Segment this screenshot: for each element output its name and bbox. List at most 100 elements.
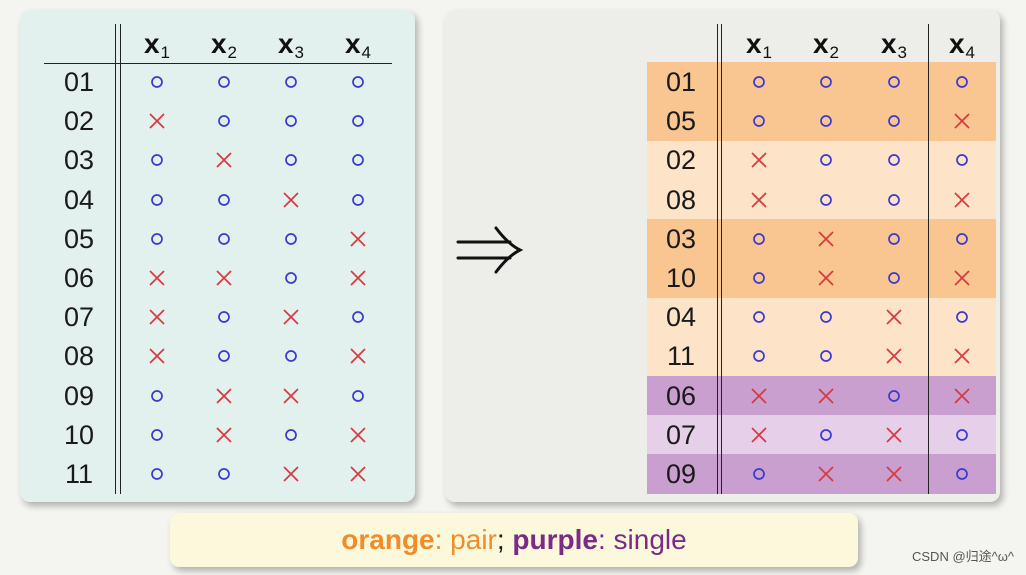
left-cell-10-x1-circle-icon — [145, 423, 169, 447]
right-cell-07-x4-circle-icon — [950, 423, 974, 447]
right-double-rule-a — [717, 24, 718, 494]
right-cell-03-x3-circle-icon — [882, 227, 906, 251]
right-row-04-label: 04 — [665, 302, 697, 333]
left-double-rule-b — [120, 24, 121, 494]
right-cell-01-x1-circle-icon — [747, 70, 771, 94]
left-row-09-label: 09 — [63, 380, 95, 411]
right-cell-04-x1-circle-icon — [747, 305, 771, 329]
right-cell-02-x2-circle-icon — [814, 148, 838, 172]
legend-pair-text: pair — [442, 524, 497, 555]
right-cell-10-x2-cross-icon — [814, 266, 838, 290]
left-cell-03-x4-circle-icon — [346, 148, 370, 172]
right-cell-08-x4-cross-icon — [950, 188, 974, 212]
left-cell-05-x1-circle-icon — [145, 227, 169, 251]
left-cell-02-x4-circle-icon — [346, 109, 370, 133]
right-cell-06-x2-cross-icon — [814, 384, 838, 408]
right-row-07-label: 07 — [665, 419, 697, 450]
left-row-10-label: 10 — [63, 419, 95, 450]
left-header-x4: x4 — [344, 28, 372, 62]
left-cell-04-x1-circle-icon — [145, 188, 169, 212]
left-cell-08-x2-circle-icon — [212, 344, 236, 368]
right-row-09-background — [647, 454, 996, 495]
right-cell-08-x3-circle-icon — [882, 188, 906, 212]
right-cell-01-x3-circle-icon — [882, 70, 906, 94]
right-cell-05-x2-circle-icon — [814, 109, 838, 133]
left-cell-07-x1-cross-icon — [145, 305, 169, 329]
left-cell-03-x1-circle-icon — [145, 148, 169, 172]
left-cell-06-x1-cross-icon — [145, 266, 169, 290]
left-cell-10-x3-circle-icon — [279, 423, 303, 447]
right-cell-01-x4-circle-icon — [950, 70, 974, 94]
left-cell-01-x4-circle-icon — [346, 70, 370, 94]
left-cell-07-x4-circle-icon — [346, 305, 370, 329]
right-cell-03-x4-circle-icon — [950, 227, 974, 251]
left-cell-10-x2-cross-icon — [212, 423, 236, 447]
legend-orange-word: orange — [341, 524, 435, 555]
left-cell-05-x2-circle-icon — [212, 227, 236, 251]
left-row-06-label: 06 — [63, 263, 95, 293]
legend-separator: ; — [496, 524, 505, 555]
right-cell-09-x4-circle-icon — [950, 462, 974, 486]
left-cell-07-x2-circle-icon — [212, 305, 236, 329]
left-cell-02-x3-circle-icon — [279, 109, 303, 133]
left-row-02-label: 02 — [63, 106, 95, 137]
right-cell-03-x2-cross-icon — [814, 227, 838, 251]
implies-arrow-icon — [452, 222, 524, 283]
right-row-03-label: 03 — [665, 223, 697, 254]
left-cell-02-x1-cross-icon — [145, 109, 169, 133]
left-cell-08-x1-cross-icon — [145, 344, 169, 368]
right-row-03-background — [647, 219, 996, 259]
right-header-x3: x3 — [880, 28, 908, 62]
left-cell-10-x4-cross-icon — [346, 423, 370, 447]
right-header-x1: x1 — [745, 28, 773, 62]
left-cell-09-x4-circle-icon — [346, 384, 370, 408]
right-cell-02-x3-circle-icon — [882, 148, 906, 172]
right-row-02-label: 02 — [665, 145, 697, 176]
right-cell-05-x1-circle-icon — [747, 109, 771, 133]
right-cell-09-x3-cross-icon — [882, 462, 906, 486]
left-cell-11-x4-cross-icon — [346, 462, 370, 486]
left-cell-11-x2-circle-icon — [212, 462, 236, 486]
left-row-11-label: 11 — [64, 459, 94, 489]
left-cell-01-x3-circle-icon — [279, 70, 303, 94]
left-table-panel — [20, 10, 415, 502]
left-cell-07-x3-cross-icon — [279, 305, 303, 329]
left-cell-04-x4-circle-icon — [346, 188, 370, 212]
right-row-06-label: 06 — [665, 380, 697, 411]
right-cell-02-x1-cross-icon — [747, 148, 771, 172]
right-cell-11-x3-cross-icon — [882, 344, 906, 368]
right-x4-separator — [928, 24, 929, 494]
right-row-06-background — [647, 376, 996, 416]
left-cell-03-x2-cross-icon — [212, 148, 236, 172]
right-cell-09-x2-cross-icon — [814, 462, 838, 486]
right-cell-04-x3-cross-icon — [882, 305, 906, 329]
left-cell-11-x3-cross-icon — [279, 462, 303, 486]
legend-caption: orange: pair; purple: single — [170, 513, 858, 567]
right-cell-07-x1-cross-icon — [747, 423, 771, 447]
watermark-text: CSDN @归途^ω^ — [912, 549, 1014, 564]
left-cell-02-x2-circle-icon — [212, 109, 236, 133]
left-row-08-label: 08 — [63, 341, 95, 372]
right-cell-08-x2-circle-icon — [814, 188, 838, 212]
right-cell-09-x1-circle-icon — [747, 462, 771, 486]
left-row-03-label: 03 — [63, 145, 95, 176]
right-cell-08-x1-cross-icon — [747, 188, 771, 212]
left-header-rule — [44, 63, 392, 64]
left-cell-11-x1-circle-icon — [145, 462, 169, 486]
left-cell-05-x3-circle-icon — [279, 227, 303, 251]
right-cell-10-x3-circle-icon — [882, 266, 906, 290]
left-cell-08-x4-cross-icon — [346, 344, 370, 368]
left-double-rule-a — [115, 24, 116, 494]
left-cell-04-x2-circle-icon — [212, 188, 236, 212]
right-cell-10-x4-cross-icon — [950, 266, 974, 290]
legend-single-text: single — [605, 524, 687, 555]
left-cell-06-x4-cross-icon — [346, 266, 370, 290]
right-cell-05-x4-cross-icon — [950, 109, 974, 133]
right-cell-04-x2-circle-icon — [814, 305, 838, 329]
left-header-x3: x3 — [277, 28, 305, 62]
right-cell-02-x4-circle-icon — [950, 148, 974, 172]
legend-purple-word: purple — [504, 524, 598, 555]
left-cell-01-x2-circle-icon — [212, 70, 236, 94]
left-cell-03-x3-circle-icon — [279, 148, 303, 172]
left-cell-05-x4-cross-icon — [346, 227, 370, 251]
